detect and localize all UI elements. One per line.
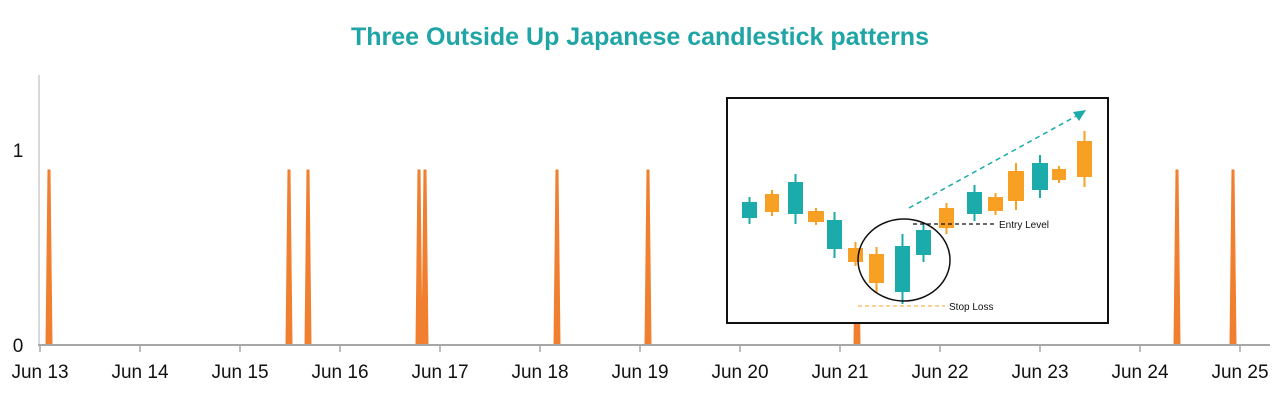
candlestick <box>988 193 1003 215</box>
candlestick <box>916 224 931 262</box>
x-tick-label: Jun 14 <box>111 362 168 383</box>
candle-body <box>808 211 824 222</box>
spike <box>304 169 312 345</box>
candle-body <box>788 182 803 214</box>
trend-arrow-line <box>908 113 1081 209</box>
candle-body <box>916 230 931 255</box>
candle-body <box>765 194 779 212</box>
x-tick-label: Jun 25 <box>1211 362 1268 383</box>
candle-body <box>1032 163 1048 190</box>
candlestick <box>869 247 884 292</box>
candlestick <box>1032 155 1048 198</box>
y-tick-label: 1 <box>13 141 24 162</box>
candle-body <box>895 246 910 292</box>
candle-body <box>1077 141 1092 177</box>
candlestick <box>1052 166 1066 183</box>
trend-arrow-head-icon <box>1073 110 1086 121</box>
x-tick-label: Jun 21 <box>811 362 868 383</box>
spike <box>1229 169 1237 345</box>
x-tick-label: Jun 17 <box>411 362 468 383</box>
candlestick <box>827 212 842 258</box>
candle-body <box>869 254 884 283</box>
candle-body <box>967 192 982 214</box>
candle-body <box>1052 169 1066 180</box>
candle-body <box>988 197 1003 211</box>
chart-title: Three Outside Up Japanese candlestick pa… <box>351 23 929 51</box>
x-tick-label: Jun 19 <box>611 362 668 383</box>
x-tick-label: Jun 24 <box>1111 362 1168 383</box>
candle-body <box>742 202 757 218</box>
pattern-circle <box>857 218 951 302</box>
candle-body <box>1008 171 1024 201</box>
spike <box>45 169 53 345</box>
candlestick <box>1077 131 1092 187</box>
candlestick <box>895 234 910 304</box>
x-tick-label: Jun 18 <box>511 362 568 383</box>
candlestick <box>967 185 982 221</box>
inset-illustration: Entry Level Stop Loss <box>726 97 1109 324</box>
spike <box>644 169 652 345</box>
entry-level-label: Entry Level <box>999 220 1049 231</box>
x-tick-label: Jun 15 <box>211 362 268 383</box>
candle-body <box>848 248 863 262</box>
candle-body <box>827 220 842 249</box>
candlestick <box>788 174 803 224</box>
candlestick <box>742 197 757 224</box>
candlestick <box>808 208 824 225</box>
x-tick-label: Jun 16 <box>311 362 368 383</box>
x-tick-label: Jun 23 <box>1011 362 1068 383</box>
spike <box>415 169 423 345</box>
spike <box>553 169 561 345</box>
candles <box>742 131 1092 304</box>
inset-frame <box>726 97 1109 324</box>
tick-layer: Jun 13 Jun 14 Jun 15 Jun 16 Jun 17 Jun 18 Jun … <box>11 141 1268 383</box>
spike <box>285 169 293 345</box>
stop-loss-label: Stop Loss <box>949 302 993 313</box>
spike <box>421 169 429 345</box>
candle-body <box>939 208 954 228</box>
candlestick <box>1008 163 1024 210</box>
spike <box>1173 169 1181 345</box>
candlestick <box>939 203 954 234</box>
x-tick-label: Jun 13 <box>11 362 68 383</box>
x-tick-label: Jun 20 <box>711 362 768 383</box>
candlestick <box>765 190 779 216</box>
y-tick-label: 0 <box>13 336 24 357</box>
x-tick-label: Jun 22 <box>911 362 968 383</box>
